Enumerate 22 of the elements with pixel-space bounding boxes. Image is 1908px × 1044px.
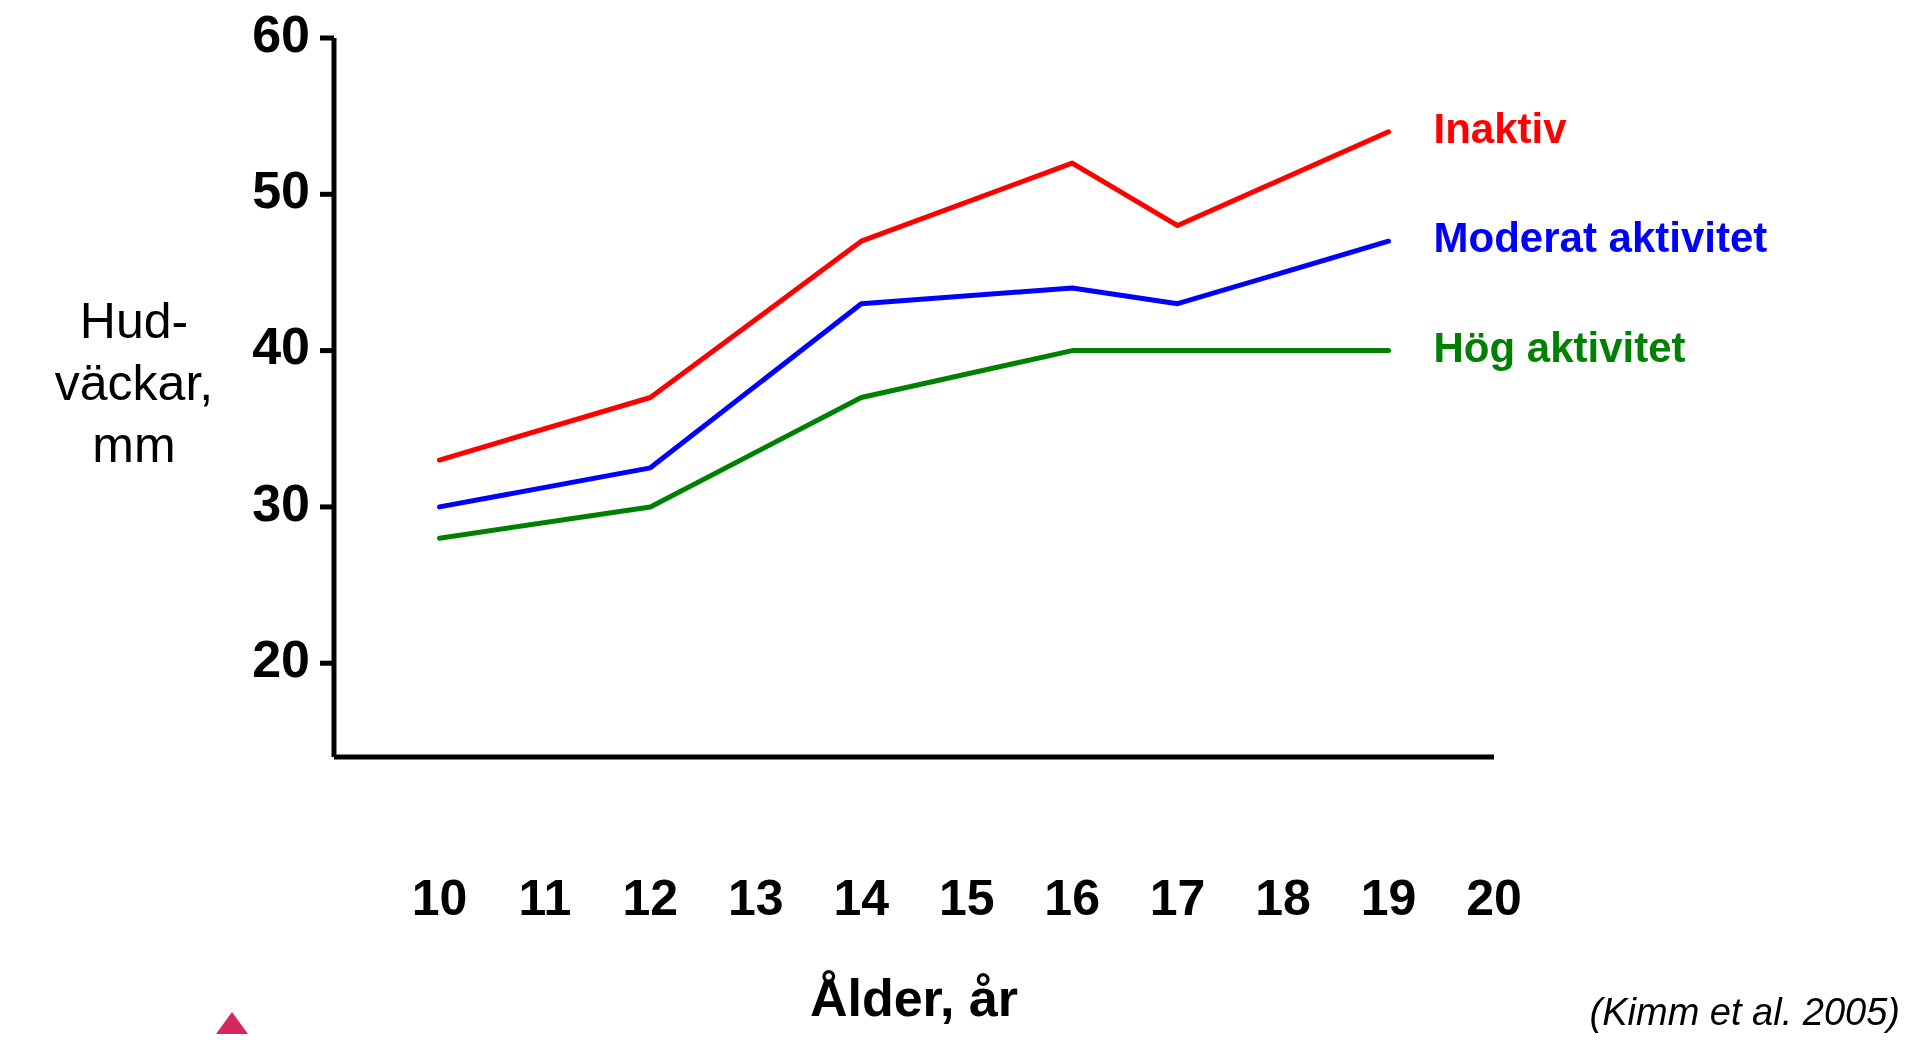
x-tick-label: 15	[938, 870, 995, 926]
x-tick-label: 18	[1255, 870, 1311, 926]
x-tick-label: 12	[622, 870, 679, 926]
x-tick-label: 14	[833, 870, 890, 926]
x-tick-label: 11	[518, 870, 572, 926]
series-label: Hög aktivitet	[1433, 323, 1686, 371]
y-tick-label: 20	[252, 629, 310, 688]
text: (Kimm et al. 2005)	[1589, 991, 1900, 1034]
y-tick-label: 50	[252, 161, 310, 220]
x-tick-label: 16	[1044, 870, 1100, 926]
x-tick-label: 17	[1149, 870, 1206, 926]
x-tick-label: 19	[1360, 870, 1417, 926]
series-label: Inaktiv	[1433, 104, 1568, 152]
x-tick-label: 20	[1466, 870, 1522, 926]
y-tick-label: 40	[252, 317, 310, 376]
x-tick-label: 13	[728, 870, 784, 926]
y-tick-label: 30	[252, 473, 310, 532]
x-tick-label: 10	[411, 870, 468, 926]
series-label: Moderat aktivitet	[1433, 214, 1768, 262]
x-axis-title: Ålder, år	[809, 969, 1019, 1027]
y-axis-title: Hud- väckar, mm	[54, 293, 214, 473]
y-tick-label: 60	[252, 4, 310, 63]
